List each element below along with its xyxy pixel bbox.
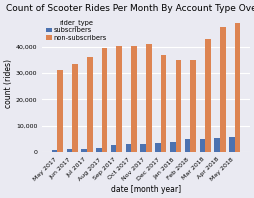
Bar <box>200 139 205 152</box>
Bar <box>220 27 226 152</box>
Bar <box>235 23 240 152</box>
Title: Count of Scooter Rides Per Month By Account Type Over Time: Count of Scooter Rides Per Month By Acco… <box>6 4 254 13</box>
Bar <box>185 139 190 152</box>
Bar <box>117 46 122 152</box>
Bar <box>205 39 211 152</box>
Bar <box>155 143 161 152</box>
Bar <box>57 70 63 152</box>
Bar <box>170 142 176 152</box>
Y-axis label: count (rides): count (rides) <box>4 59 13 108</box>
Bar <box>140 144 146 152</box>
Bar <box>102 48 107 152</box>
Bar <box>87 57 92 152</box>
Bar <box>214 138 220 152</box>
Bar <box>161 55 166 152</box>
Bar <box>67 149 72 152</box>
Legend: subscribers, non-subscribers: subscribers, non-subscribers <box>44 17 109 43</box>
Bar <box>81 149 87 152</box>
Bar <box>190 60 196 152</box>
Bar <box>146 44 152 152</box>
Bar <box>52 149 57 152</box>
Bar <box>126 144 131 152</box>
X-axis label: date [month year]: date [month year] <box>111 185 181 194</box>
Bar <box>96 148 102 152</box>
Bar <box>72 64 78 152</box>
Bar <box>176 60 181 152</box>
Bar <box>131 46 137 152</box>
Bar <box>111 145 117 152</box>
Bar <box>229 137 235 152</box>
